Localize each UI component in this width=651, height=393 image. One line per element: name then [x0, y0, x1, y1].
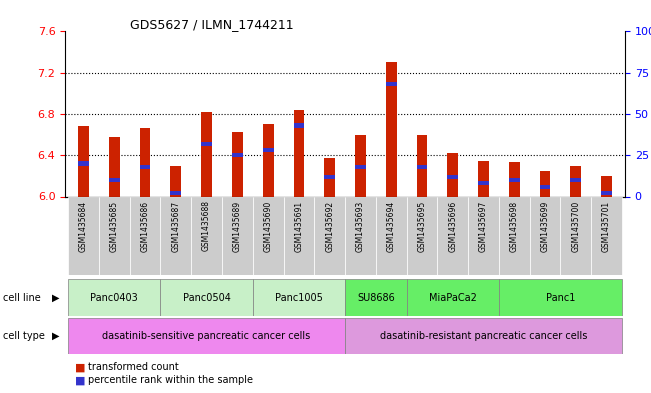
Text: ■: ■ [75, 375, 85, 386]
Bar [509, 162, 519, 196]
Bar [540, 185, 550, 189]
Text: GSM1435699: GSM1435699 [540, 200, 549, 252]
Bar [386, 82, 396, 86]
Bar [283, 196, 314, 275]
Bar [561, 196, 591, 275]
Bar [140, 129, 150, 196]
Bar [499, 196, 530, 275]
Text: Panc0403: Panc0403 [90, 293, 138, 303]
Text: GSM1435697: GSM1435697 [479, 200, 488, 252]
Text: GSM1435688: GSM1435688 [202, 200, 211, 252]
Text: transformed count: transformed count [88, 362, 178, 373]
Bar [68, 318, 345, 354]
Bar [437, 196, 468, 275]
Bar [530, 196, 561, 275]
Text: GSM1435689: GSM1435689 [233, 200, 242, 252]
Bar [171, 191, 181, 195]
Bar [386, 62, 396, 196]
Bar [253, 196, 283, 275]
Bar [417, 165, 427, 169]
Text: GDS5627 / ILMN_1744211: GDS5627 / ILMN_1744211 [130, 18, 294, 31]
Bar [232, 153, 243, 157]
Text: percentile rank within the sample: percentile rank within the sample [88, 375, 253, 386]
Text: GSM1435693: GSM1435693 [356, 200, 365, 252]
Text: GSM1435696: GSM1435696 [448, 200, 457, 252]
Text: Panc1005: Panc1005 [275, 293, 323, 303]
Bar [478, 181, 489, 185]
Text: GSM1435700: GSM1435700 [571, 200, 580, 252]
Text: GSM1435694: GSM1435694 [387, 200, 396, 252]
Text: GSM1435691: GSM1435691 [294, 200, 303, 252]
Bar [499, 279, 622, 316]
Text: dasatinib-sensitive pancreatic cancer cells: dasatinib-sensitive pancreatic cancer ce… [102, 331, 311, 341]
Bar [191, 196, 222, 275]
Bar [478, 162, 489, 196]
Text: GSM1435686: GSM1435686 [141, 200, 150, 252]
Bar [540, 171, 550, 196]
Bar [130, 196, 160, 275]
Text: GSM1435687: GSM1435687 [171, 200, 180, 252]
Text: GSM1435690: GSM1435690 [264, 200, 273, 252]
Text: ▶: ▶ [52, 293, 60, 303]
Bar [407, 279, 499, 316]
Bar [253, 279, 345, 316]
Bar [591, 196, 622, 275]
Bar [160, 196, 191, 275]
Text: cell type: cell type [3, 331, 45, 341]
Bar [570, 178, 581, 182]
Bar [345, 318, 622, 354]
Text: GSM1435692: GSM1435692 [325, 200, 334, 252]
Bar [140, 165, 150, 169]
Bar [355, 135, 366, 196]
Bar [355, 165, 366, 169]
Bar [407, 196, 437, 275]
Text: dasatinib-resistant pancreatic cancer cells: dasatinib-resistant pancreatic cancer ce… [380, 331, 587, 341]
Bar [345, 196, 376, 275]
Text: ■: ■ [75, 362, 85, 373]
Bar [263, 124, 273, 196]
Bar [201, 141, 212, 146]
Bar [263, 148, 273, 152]
Bar [78, 162, 89, 165]
Bar [109, 178, 120, 182]
Bar [201, 112, 212, 196]
Text: Panc0504: Panc0504 [183, 293, 230, 303]
Bar [78, 127, 89, 196]
Text: GSM1435698: GSM1435698 [510, 200, 519, 252]
Bar [447, 153, 458, 196]
Bar [68, 196, 99, 275]
Bar [324, 158, 335, 196]
Text: MiaPaCa2: MiaPaCa2 [429, 293, 477, 303]
Bar [468, 196, 499, 275]
Bar [294, 110, 304, 196]
Bar [601, 191, 612, 195]
Bar [376, 196, 407, 275]
Bar [509, 178, 519, 182]
Text: GSM1435701: GSM1435701 [602, 200, 611, 252]
Bar [324, 174, 335, 179]
Bar [294, 123, 304, 128]
Text: ▶: ▶ [52, 331, 60, 341]
Text: GSM1435684: GSM1435684 [79, 200, 88, 252]
Bar [232, 132, 243, 196]
Bar [68, 279, 160, 316]
Text: GSM1435695: GSM1435695 [417, 200, 426, 252]
Text: Panc1: Panc1 [546, 293, 575, 303]
Bar [160, 279, 253, 316]
Bar [345, 279, 407, 316]
Bar [314, 196, 345, 275]
Text: cell line: cell line [3, 293, 41, 303]
Text: GSM1435685: GSM1435685 [110, 200, 119, 252]
Bar [171, 165, 181, 196]
Bar [417, 135, 427, 196]
Text: SU8686: SU8686 [357, 293, 395, 303]
Bar [447, 174, 458, 179]
Bar [99, 196, 130, 275]
Bar [570, 165, 581, 196]
Bar [109, 137, 120, 196]
Bar [601, 176, 612, 196]
Bar [222, 196, 253, 275]
